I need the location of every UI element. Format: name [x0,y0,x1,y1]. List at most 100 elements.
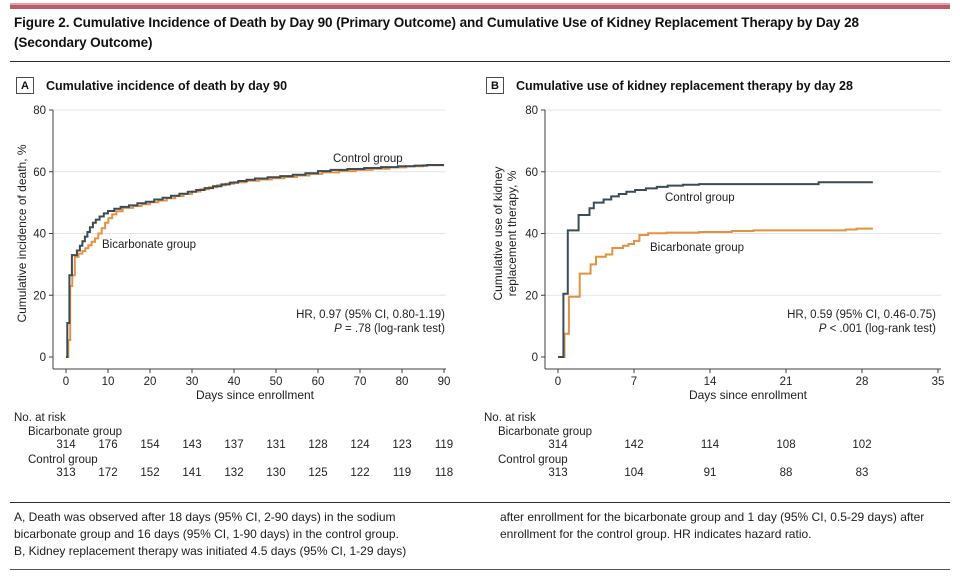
figure-title: Figure 2. Cumulative Incidence of Death … [14,13,946,53]
footnote-left-column: A, Death was observed after 18 days (95%… [14,510,407,558]
x-tick-label: 40 [228,376,241,388]
risk-count: 313 [56,467,76,479]
x-tick-label: 10 [102,376,115,388]
risk-count: 128 [308,439,328,451]
x-tick-label: 80 [396,376,409,388]
risk-count: 114 [700,439,720,451]
panel-b-risk-heading: No. at risk [484,412,536,424]
panel-b-p-text: P < .001 (log-rank test) [818,323,936,335]
y-tick-label: 60 [33,167,46,179]
x-tick-label: 60 [312,376,325,388]
risk-count: 124 [350,439,370,451]
risk-count: 141 [182,467,202,479]
risk-count: 125 [308,467,328,479]
x-tick-label: 70 [354,376,367,388]
panel-a-hr-text: HR, 0.97 (95% CI, 0.80-1.19) [296,309,445,321]
risk-count: 83 [855,467,869,479]
y-tick-label: 60 [525,167,538,179]
curve-bicarbonate-group [558,227,873,358]
y-tick-label: 80 [33,105,46,117]
risk-count: 142 [624,439,644,451]
risk-count: 143 [182,439,202,451]
risk-count: 313 [548,467,568,479]
panel-b-xaxis-label: Days since enrollment [688,388,808,402]
panel-a-p-text: P = .78 (log-rank test) [334,323,445,335]
x-tick-label: 21 [780,376,793,388]
panel-b-bicarbonate-curve-label: Bicarbonate group [650,242,744,254]
panel-b-plot: 0 20 40 60 80 0 7 14 21 28 35 Cumulative use of kid… [491,105,945,388]
risk-count: 123 [392,439,412,451]
x-tick-label: 90 [438,376,451,388]
x-tick-label: 7 [631,376,637,388]
figure-title-line-2: (Secondary Outcome) [14,35,153,50]
risk-count: 132 [224,467,244,479]
panel-a-bicarbonate-curve-label: Bicarbonate group [102,239,196,251]
title-divider [10,61,950,62]
accent-bar [10,3,950,9]
y-axis-label: Cumulative use of kidneyreplacement ther… [491,166,519,300]
y-axis-label: Cumulative incidence of death, % [15,144,29,322]
risk-count: 314 [56,439,76,451]
panel-a-risk-row-control-values: 313 172 152 141 132 130 125 122 119 118 [10,467,472,481]
risk-count: 108 [776,439,796,451]
panel-a-title: Cumulative incidence of death by day 90 [46,78,288,93]
panel-a-letter-badge: A [16,77,34,94]
x-tick-label: 35 [932,376,945,388]
risk-count: 152 [140,467,160,479]
y-tick-label: 20 [33,290,46,302]
panel-b-risk-row-control-label: Control group [498,454,568,466]
panel-a-control-curve-label: Control group [333,153,403,165]
bottom-divider [10,569,950,570]
curve-control-group [66,164,444,358]
panel-b-letter-badge: B [486,77,504,94]
footnote-divider [10,502,950,503]
panel-b-risk-row-bicarbonate-label: Bicarbonate group [498,426,592,438]
x-tick-label: 30 [186,376,199,388]
x-tick-label: 50 [270,376,283,388]
curve-control-group [558,181,873,358]
risk-count: 104 [624,467,644,479]
panel-b-hr-text: HR, 0.59 (95% CI, 0.46-0.75) [787,309,936,321]
panel-a-risk-row-bicarbonate-values: 314 176 154 143 137 131 128 124 123 119 [10,439,472,453]
panel-b-risk-row-control-values: 313 104 91 88 83 [480,467,950,481]
x-tick-label: 0 [555,376,561,388]
risk-count: 137 [224,439,244,451]
risk-count: 119 [434,439,454,451]
panel-a-header: A Cumulative incidence of death by day 9… [16,77,287,94]
panel-a-risk-heading: No. at risk [14,412,66,424]
panel-a: A Cumulative incidence of death by day 9… [10,76,472,500]
x-tick-label: 20 [144,376,157,388]
figure-title-line-1: Figure 2. Cumulative Incidence of Death … [14,15,859,30]
risk-count: 131 [266,439,286,451]
x-tick-label: 14 [704,376,717,388]
x-tick-label: 0 [63,376,69,388]
risk-count: 102 [852,439,872,451]
y-tick-label: 40 [33,229,46,241]
risk-count: 154 [140,439,160,451]
footnote-right-column: after enrollment for the bicarbonate gro… [500,510,925,541]
panel-b: B Cumulative use of kidney replacement t… [480,76,950,500]
panel-a-xaxis-label: Days since enrollment [195,388,315,402]
panel-b-title: Cumulative use of kidney replacement the… [516,78,853,93]
x-tick-label: 28 [856,376,869,388]
panel-a-risk-row-control-label: Control group [28,454,98,466]
y-tick-label: 40 [525,229,538,241]
panel-b-risk-row-bicarbonate-values: 314 142 114 108 102 [480,439,950,453]
panel-b-control-curve-label: Control group [665,192,735,204]
panel-b-annotation: HR, 0.59 (95% CI, 0.46-0.75) P < .001 (l… [706,308,936,336]
panel-a-annotation: HR, 0.97 (95% CI, 0.80-1.19) P = .78 (lo… [215,308,445,336]
panel-a-plot: 0 20 40 60 80 0 10 20 30 40 50 60 70 80 90 Cumulative i… [15,105,451,388]
risk-count: 176 [98,439,118,451]
risk-count: 88 [779,467,793,479]
risk-count: 130 [266,467,286,479]
y-tick-label: 80 [525,105,538,117]
y-tick-label: 0 [532,352,538,364]
y-tick-label: 20 [525,290,538,302]
risk-count: 314 [548,439,568,451]
risk-count: 122 [350,467,370,479]
risk-count: 118 [434,467,454,479]
risk-count: 172 [98,467,118,479]
panel-b-header: B Cumulative use of kidney replacement t… [486,77,853,94]
risk-count: 91 [703,467,717,479]
